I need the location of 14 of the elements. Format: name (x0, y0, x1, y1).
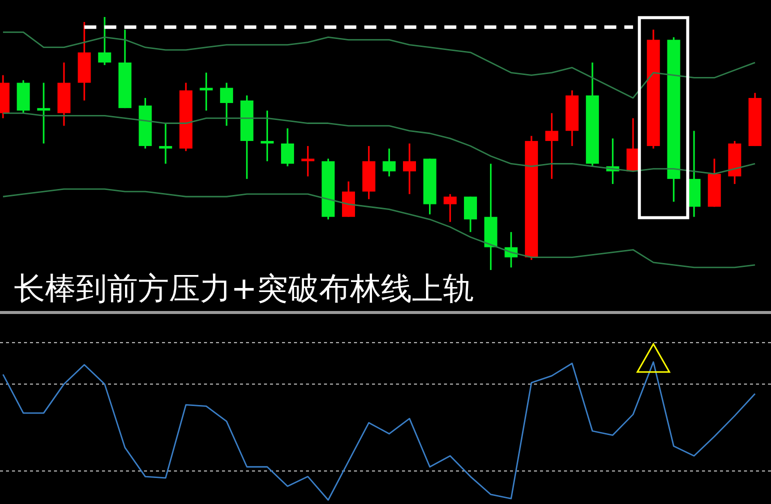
candlestick (260, 110, 274, 162)
candlestick (98, 16, 112, 66)
candlestick (220, 82, 234, 127)
candlestick (37, 82, 50, 144)
candlestick (382, 148, 396, 178)
candlestick (444, 193, 457, 223)
candlestick (159, 122, 172, 165)
candlestick (301, 145, 314, 178)
candlestick (402, 142, 416, 195)
candlestick (200, 72, 213, 112)
candlestick (281, 128, 294, 168)
text: 长棒到前方压力+突破布林线上轨 (14, 271, 474, 307)
candlestick (464, 196, 477, 233)
candlestick (545, 112, 558, 180)
